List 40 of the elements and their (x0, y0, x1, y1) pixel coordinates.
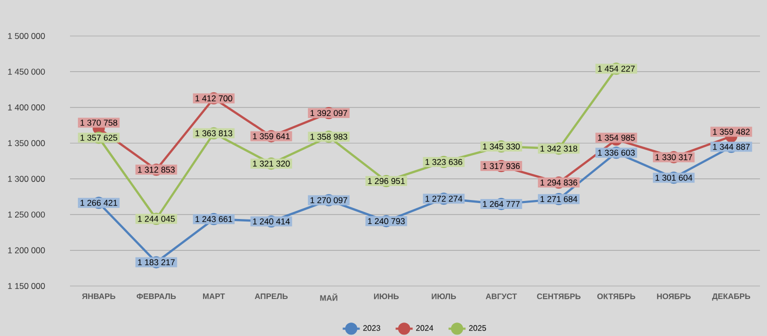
y-tick-label: 1 350 000 (8, 140, 45, 146)
data-label: 1 363 813 (196, 130, 232, 136)
data-label: 1 271 684 (540, 196, 578, 202)
data-label: 1 323 636 (426, 158, 462, 165)
data-label: 1 240 414 (253, 218, 290, 224)
y-tick-label: 1 450 000 (8, 68, 45, 75)
data-label: 1 270 097 (310, 197, 348, 204)
data-label: 1 370 758 (80, 120, 118, 126)
data-label: 1 359 482 (713, 128, 750, 135)
data-label: 1 357 625 (80, 134, 118, 141)
y-tick-label: 1 200 000 (8, 247, 45, 254)
data-label: 1 412 700 (196, 95, 232, 102)
y-tick-label: 1 400 000 (8, 104, 45, 110)
y-tick-label: 1 500 000 (8, 32, 45, 39)
data-label: 1 244 045 (138, 216, 175, 222)
data-label: 1 454 227 (598, 66, 635, 72)
data-label: 1 240 793 (368, 218, 405, 224)
data-label: 1 342 318 (540, 146, 578, 152)
y-tick-label: 1 250 000 (8, 211, 45, 218)
data-label: 1 330 317 (656, 154, 692, 160)
data-label: 1 358 983 (310, 134, 348, 140)
data-label: 1 264 777 (483, 200, 520, 207)
data-label: 1 272 274 (426, 196, 462, 202)
data-label: 1 392 097 (310, 110, 348, 116)
y-tick-label: 1 300 000 (8, 176, 45, 182)
data-label: 1 301 604 (656, 174, 692, 181)
data-label: 1 345 330 (483, 143, 520, 150)
data-label: 1 336 603 (598, 150, 635, 156)
data-label: 1 243 661 (196, 216, 232, 222)
data-label: 1 294 836 (540, 179, 578, 186)
data-label: 1 321 320 (253, 160, 290, 167)
y-tick-label: 1 150 000 (8, 282, 45, 289)
data-label: 1 317 936 (483, 162, 520, 169)
data-label: 1 296 951 (368, 178, 405, 184)
data-label: 1 344 887 (713, 144, 750, 150)
data-label: 1 312 853 (138, 166, 175, 173)
data-label: 1 354 985 (598, 134, 635, 141)
data-label: 1 359 641 (253, 133, 290, 140)
data-label: 1 266 421 (80, 200, 118, 206)
data-label: 1 183 217 (138, 259, 175, 266)
